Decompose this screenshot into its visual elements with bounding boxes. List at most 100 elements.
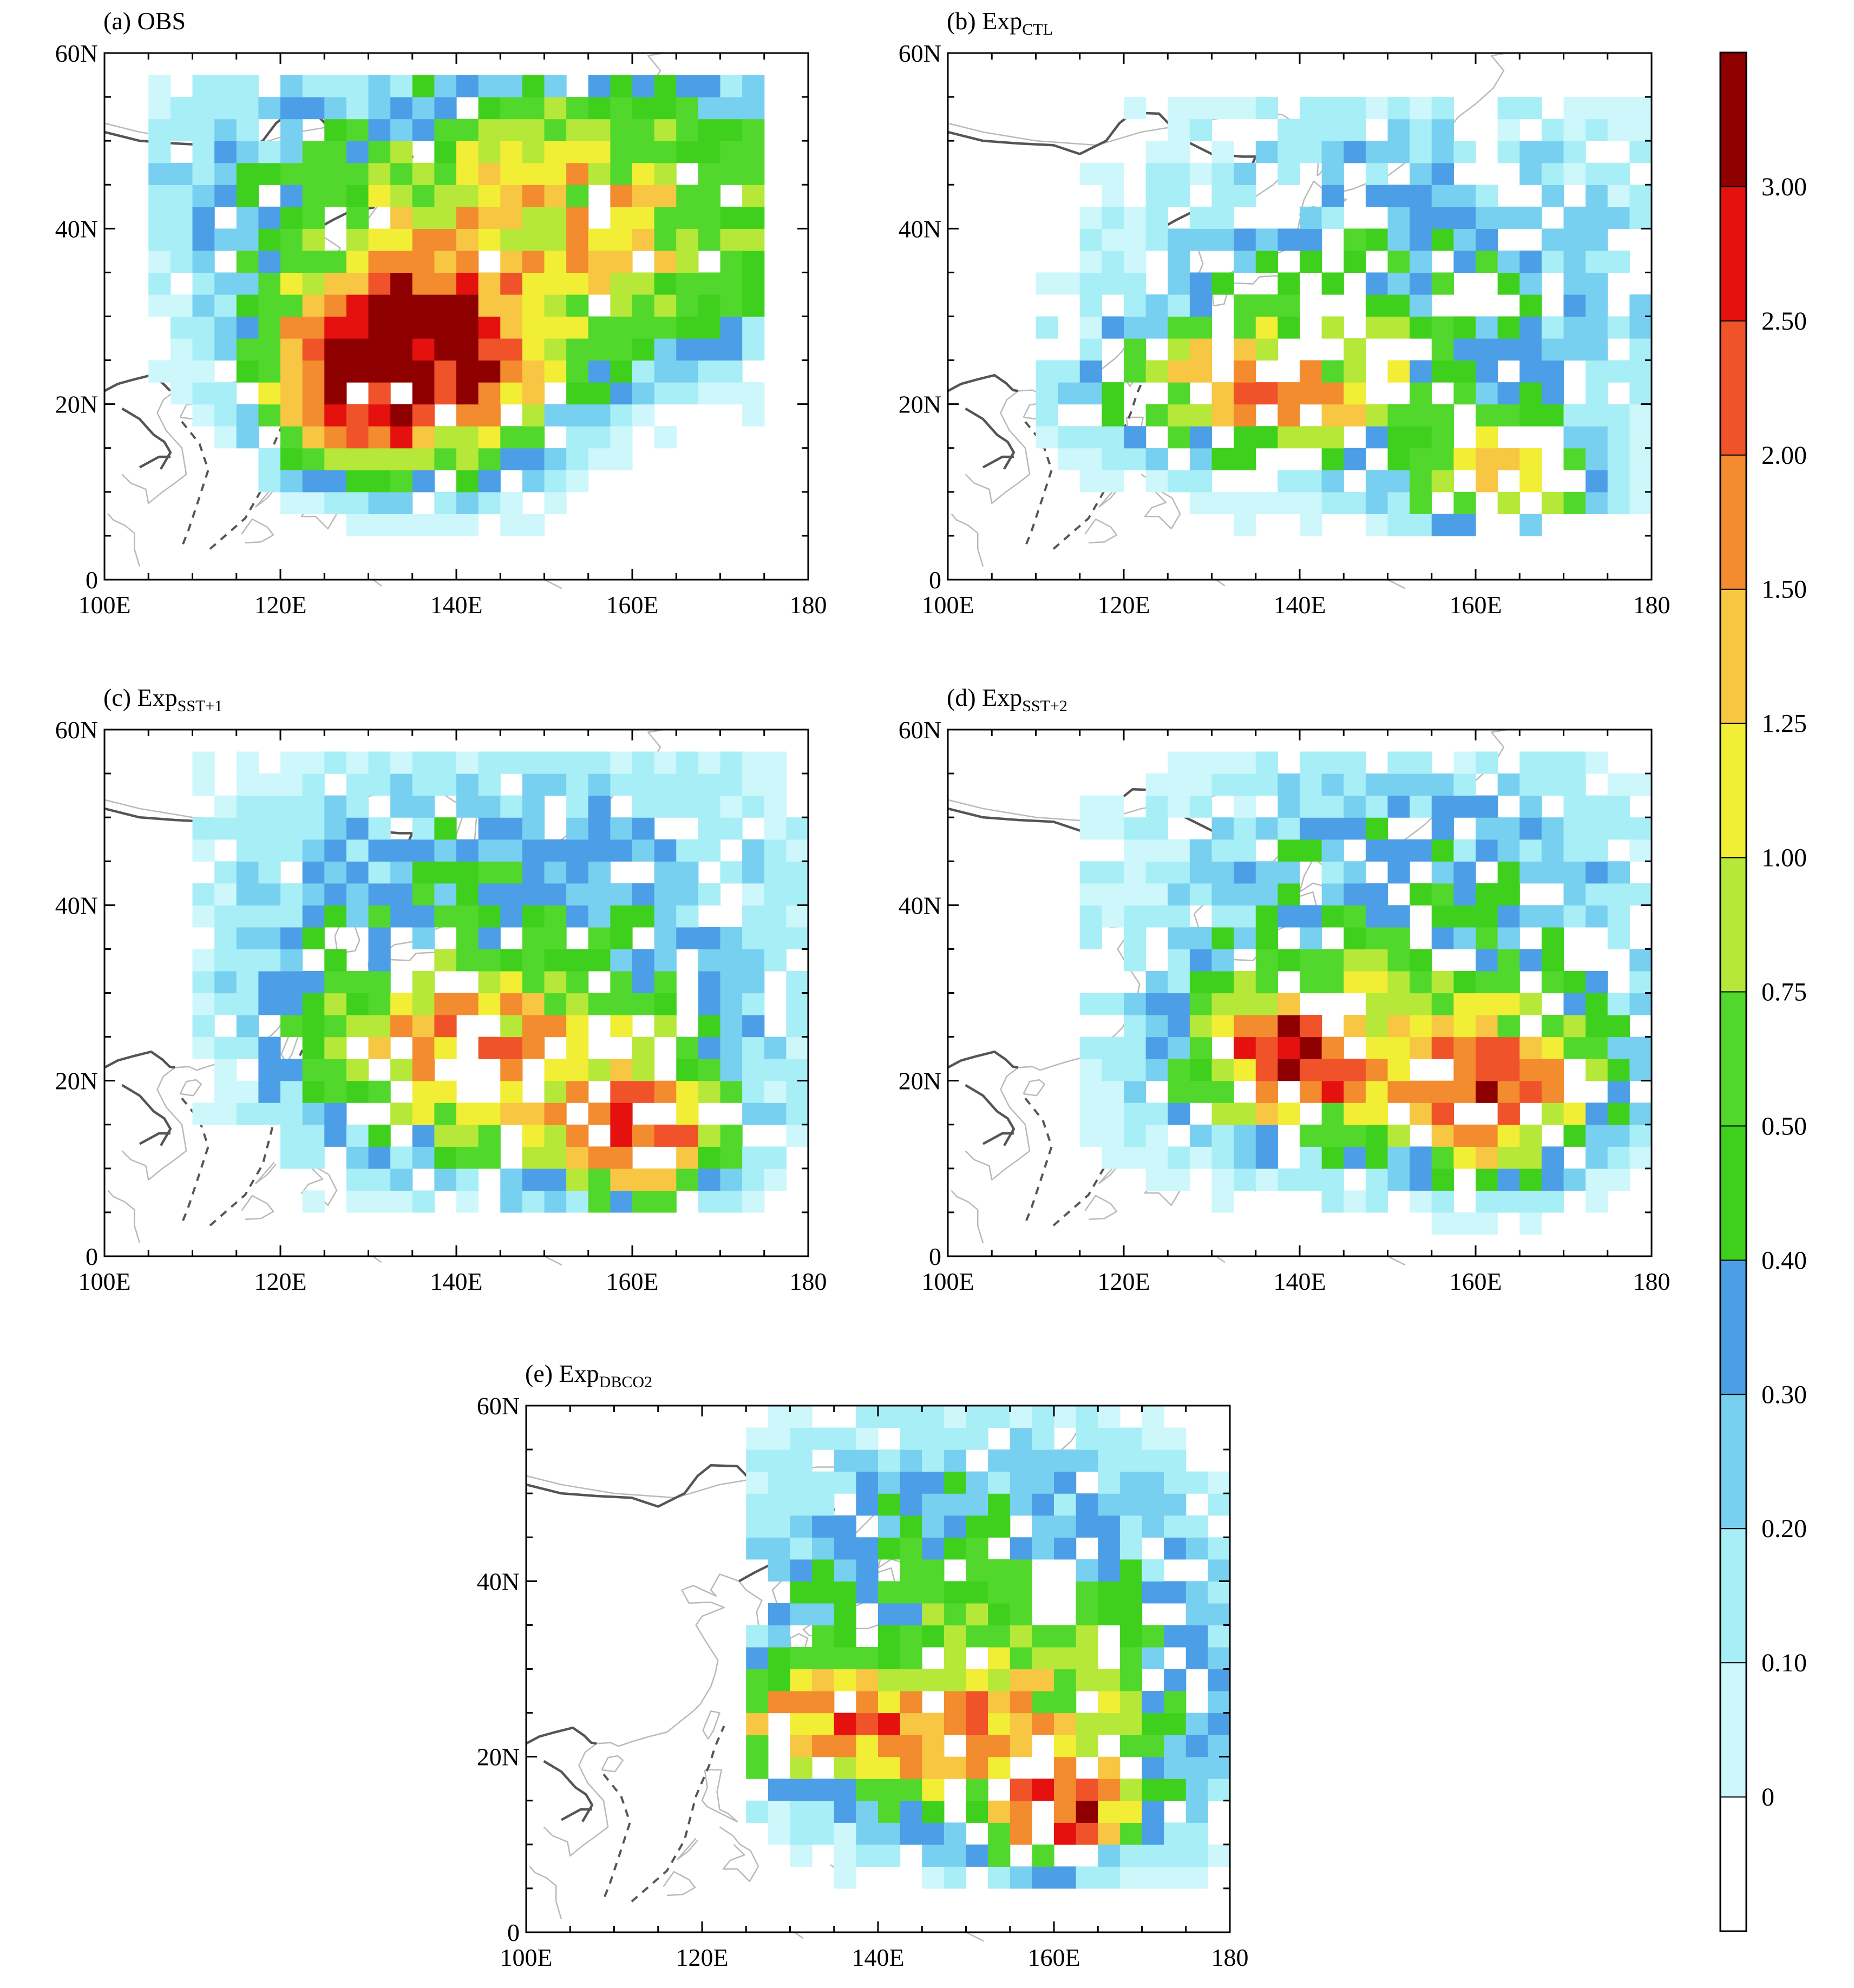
heatmap-cell xyxy=(280,162,303,185)
heatmap-cell xyxy=(1185,1603,1208,1626)
x-tick-label: 100E xyxy=(500,1944,552,1971)
heatmap-cell xyxy=(500,228,523,251)
dashed-boundary xyxy=(180,421,209,549)
heatmap-cell xyxy=(1278,993,1300,1015)
heatmap-cell xyxy=(1497,119,1520,141)
heatmap-cell xyxy=(834,1603,856,1626)
heatmap-cell xyxy=(324,338,347,361)
heatmap-cell xyxy=(1410,1036,1432,1059)
heatmap-cell xyxy=(1321,162,1344,185)
heatmap-cell xyxy=(1124,250,1147,273)
heatmap-cell xyxy=(456,206,479,229)
heatmap-cell xyxy=(676,905,699,928)
heatmap-cell xyxy=(1234,1059,1256,1081)
heatmap-cell xyxy=(434,206,457,229)
heatmap-cell xyxy=(1476,228,1498,251)
heatmap-cell xyxy=(236,119,259,141)
heatmap-cell xyxy=(1629,817,1652,840)
heatmap-cell xyxy=(1344,1015,1366,1038)
heatmap-cell xyxy=(302,1015,325,1038)
heatmap-cell xyxy=(1497,1168,1520,1191)
heatmap-cell xyxy=(192,404,215,427)
heatmap-cell xyxy=(302,1036,325,1059)
heatmap-cells xyxy=(1079,751,1652,1235)
heatmap-cell xyxy=(258,338,281,361)
heatmap-cell xyxy=(368,338,391,361)
heatmap-cell xyxy=(302,294,325,317)
heatmap-cell xyxy=(192,360,215,383)
heatmap-cell xyxy=(900,1713,922,1735)
heatmap-cell xyxy=(1032,1471,1054,1494)
heatmap-cell xyxy=(1189,448,1213,470)
heatmap-cell xyxy=(1629,883,1652,906)
heatmap-cell xyxy=(1453,970,1476,994)
heatmap-cell xyxy=(1453,861,1476,884)
heatmap-cell xyxy=(988,1559,1011,1582)
heatmap-cell xyxy=(1211,861,1234,884)
heatmap-cell xyxy=(654,97,677,120)
heatmap-cell xyxy=(632,162,655,185)
heatmap-cell xyxy=(720,272,743,295)
colorbar-swatch xyxy=(1720,1797,1746,1932)
heatmap-cell xyxy=(522,1146,545,1169)
heatmap-cell xyxy=(742,1015,765,1038)
y-tick-label: 0 xyxy=(929,1243,941,1270)
heatmap-cell xyxy=(1208,1691,1230,1714)
heatmap-cell xyxy=(988,1866,1011,1889)
heatmap-cell xyxy=(790,1844,813,1867)
heatmap-cell xyxy=(280,470,303,493)
heatmap-cell xyxy=(192,773,215,796)
heatmap-cell xyxy=(988,1406,1011,1428)
heatmap-cell xyxy=(1563,795,1586,818)
heatmap-cell xyxy=(698,795,721,818)
heatmap-cell xyxy=(1054,1822,1077,1845)
heatmap-cell xyxy=(1119,1713,1143,1735)
heatmap-cell xyxy=(1234,905,1256,928)
heatmap-cell xyxy=(456,360,479,383)
heatmap-cell xyxy=(478,316,501,339)
heatmap-cell xyxy=(214,817,237,840)
heatmap-cell xyxy=(1211,883,1234,906)
heatmap-cell xyxy=(944,1625,967,1648)
heatmap-cell xyxy=(566,1059,589,1081)
heatmap-cell xyxy=(478,382,501,405)
heatmap-cell xyxy=(812,1735,835,1757)
heatmap-cell xyxy=(302,1124,325,1147)
heatmap-cell xyxy=(522,360,545,383)
country-border xyxy=(139,1132,171,1145)
heatmap-cell xyxy=(966,1559,988,1582)
heatmap-cell xyxy=(1541,773,1564,796)
heatmap-cell xyxy=(1607,993,1630,1015)
heatmap-cell xyxy=(544,404,567,427)
heatmap-cell xyxy=(324,75,347,97)
heatmap-cell xyxy=(544,905,567,928)
heatmap-cell xyxy=(412,470,435,493)
heatmap-cell xyxy=(1563,970,1586,994)
heatmap-cell xyxy=(302,927,325,950)
heatmap-cell xyxy=(192,119,215,141)
heatmap-cell xyxy=(1344,905,1366,928)
heatmap-cell xyxy=(1365,773,1388,796)
heatmap-cell xyxy=(456,294,479,317)
heatmap-cell xyxy=(610,228,633,251)
heatmap-cell xyxy=(1124,1124,1147,1147)
heatmap-cell xyxy=(720,1190,743,1213)
heatmap-cell xyxy=(1255,338,1278,361)
heatmap-cell xyxy=(610,1059,633,1081)
country-border xyxy=(982,1132,1014,1145)
heatmap-cell xyxy=(1519,404,1542,427)
heatmap-cell xyxy=(1410,1190,1432,1213)
heatmap-cell xyxy=(500,751,523,774)
heatmap-cell xyxy=(878,1537,901,1560)
heatmap-cell xyxy=(1168,1036,1190,1059)
heatmap-cell xyxy=(1563,206,1586,229)
heatmap-cell xyxy=(434,839,457,862)
heatmap-cell xyxy=(346,162,369,185)
heatmap-cell xyxy=(1124,228,1147,251)
heatmap-cell xyxy=(720,751,743,774)
coastline xyxy=(543,579,562,589)
heatmap-cell xyxy=(192,1015,215,1038)
heatmap-cell xyxy=(1208,1646,1230,1670)
heatmap-cell xyxy=(1387,448,1410,470)
heatmap-cell xyxy=(654,949,677,972)
